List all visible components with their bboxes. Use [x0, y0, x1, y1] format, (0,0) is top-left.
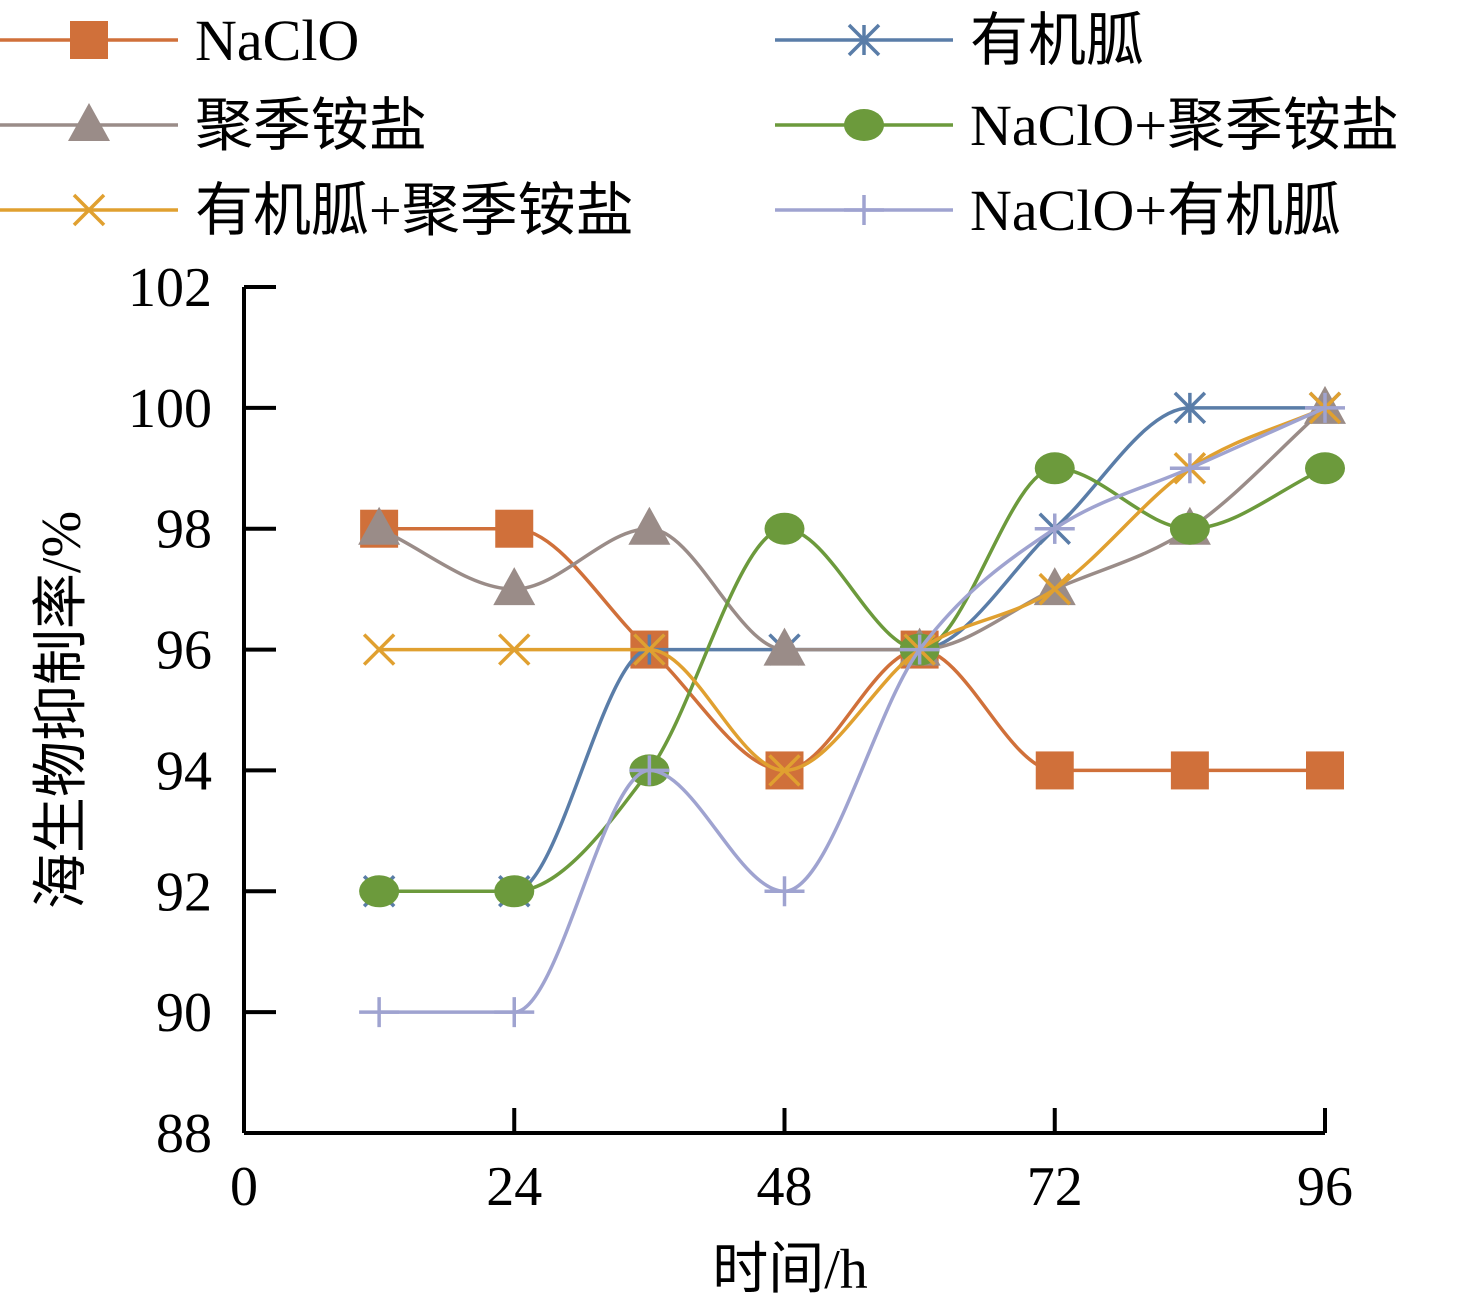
series-line [379, 526, 1325, 773]
y-tick-label: 98 [156, 499, 212, 561]
legend-label: 聚季铵盐 [195, 93, 427, 158]
y-tick-label: 100 [128, 378, 212, 440]
data-point [633, 633, 666, 666]
data-point [763, 627, 806, 666]
data-point [358, 506, 401, 545]
series-3 [359, 452, 1345, 908]
data-point [1169, 453, 1210, 484]
data-point [764, 876, 805, 907]
data-point [629, 755, 670, 786]
legend-label: NaClO [195, 8, 359, 73]
data-point [899, 634, 940, 665]
plot-area [358, 385, 1346, 1028]
series-line [379, 406, 1326, 773]
data-point [493, 567, 536, 606]
series-5 [359, 392, 1345, 1028]
x-tick-label: 72 [1027, 1156, 1083, 1218]
y-axis-title: 海生物抑制率/% [31, 511, 93, 909]
data-point [1038, 572, 1071, 606]
data-point [1034, 452, 1075, 485]
data-point [628, 506, 671, 545]
y-tick-label: 102 [128, 257, 212, 319]
data-point [1306, 751, 1344, 790]
y-tick-label: 92 [156, 861, 212, 923]
legend-item: NaClO [0, 8, 359, 73]
y-tick-label: 88 [156, 1103, 212, 1165]
legend-label: NaClO+有机胍 [970, 178, 1341, 243]
series-line [379, 466, 1326, 894]
data-point [1170, 751, 1209, 790]
legend-item: 聚季铵盐 [0, 93, 427, 158]
x-tick-label: 0 [230, 1156, 258, 1218]
data-point [1305, 392, 1345, 423]
legend-label: NaClO+聚季铵盐 [970, 93, 1399, 158]
data-point [359, 875, 400, 908]
data-point [359, 997, 400, 1028]
data-point [764, 512, 805, 545]
legend-marker [847, 23, 881, 57]
axes [242, 287, 1325, 1135]
data-point [494, 875, 535, 908]
y-tick-label: 94 [156, 740, 212, 802]
legend-marker [70, 21, 108, 59]
data-point [362, 633, 396, 666]
data-point [498, 633, 531, 666]
data-point [1034, 513, 1075, 544]
legend-marker [68, 103, 110, 141]
legend-item: 有机胍+聚季铵盐 [0, 178, 634, 243]
legend-marker [844, 195, 884, 225]
data-point [1173, 391, 1207, 425]
data-point [495, 509, 534, 548]
legend-item: 有机胍 [775, 8, 1144, 73]
legend-item: NaClO+聚季铵盐 [775, 93, 1399, 158]
data-point [494, 997, 535, 1028]
legend-marker [844, 109, 884, 141]
y-tick-label: 96 [156, 620, 212, 682]
legend-label: 有机胍 [970, 8, 1144, 73]
ticks: 88 90 92 94 96 98 100 102 0 24 48 72 96 [128, 257, 1353, 1218]
legend-item: NaClO+有机胍 [775, 178, 1341, 243]
data-point [1035, 751, 1074, 790]
data-point [1305, 452, 1345, 485]
x-tick-label: 96 [1297, 1156, 1353, 1218]
y-tick-label: 90 [156, 982, 212, 1044]
x-axis-title: 时间/h [712, 1239, 868, 1301]
x-tick-label: 48 [757, 1156, 813, 1218]
legend-marker [72, 193, 106, 227]
data-point [768, 754, 801, 787]
x-tick-label: 24 [486, 1156, 542, 1218]
data-point [1169, 512, 1210, 545]
series-line [379, 406, 1326, 1014]
legend-label: 有机胍+聚季铵盐 [195, 178, 634, 243]
